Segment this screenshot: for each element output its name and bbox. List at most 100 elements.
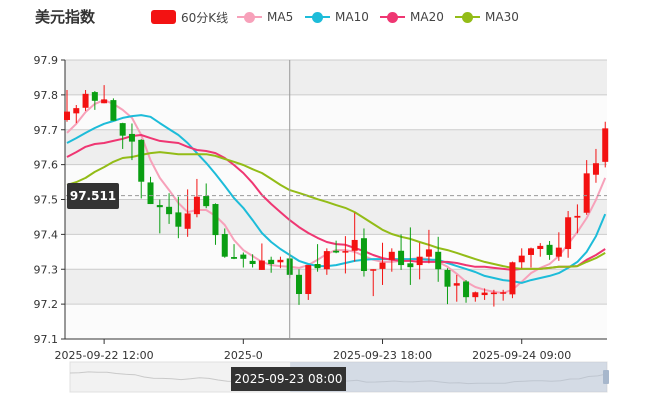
candle-body [268, 259, 275, 265]
candle-body [156, 205, 163, 208]
grid-band [65, 129, 607, 165]
candle-body [138, 139, 145, 182]
candle [305, 265, 312, 300]
legend-label: MA10 [335, 10, 369, 24]
candle-body [425, 249, 432, 257]
candle-body [203, 196, 210, 207]
candle-body [388, 251, 395, 260]
crosshair-price-label: 97.511 [67, 183, 119, 209]
y-tick-label: 97.3 [34, 263, 59, 276]
candle [490, 289, 497, 307]
datazoom-handle[interactable] [603, 370, 609, 384]
candle-body [528, 248, 534, 255]
x-tick-label: 2025-09-22 12:00 [55, 349, 154, 362]
candle [91, 91, 98, 110]
legend-label: MA30 [485, 10, 519, 24]
candle-body [333, 250, 340, 253]
candle-body [509, 262, 516, 295]
candle-body [472, 292, 479, 298]
candle-body [82, 93, 89, 108]
candle [388, 248, 395, 272]
legend-ma20[interactable]: MA20 [380, 9, 444, 25]
candle [555, 232, 562, 261]
candle-body [221, 234, 228, 257]
candle [351, 212, 358, 262]
legend-kline[interactable]: 60分K线 [151, 9, 228, 25]
candle-body [370, 269, 377, 271]
candle-body [416, 256, 423, 266]
y-tick-label: 97.7 [34, 124, 59, 137]
candle [500, 289, 507, 301]
candle [444, 268, 451, 305]
candle-body [555, 247, 562, 257]
y-tick-label: 97.2 [34, 298, 59, 311]
y-tick-label: 97.1 [34, 333, 59, 346]
x-tick-label: 2025-09-23 18:00 [333, 349, 432, 362]
candle-body [64, 111, 70, 120]
candle-body [500, 292, 507, 294]
candle-body [212, 204, 219, 236]
candle-body [249, 260, 256, 265]
candle [546, 241, 553, 260]
candle-body [481, 292, 488, 296]
candle [268, 256, 275, 273]
candle [296, 269, 302, 305]
candle-body [379, 262, 386, 269]
candle [249, 254, 256, 268]
ma-line-ma30 [66, 151, 606, 270]
ma-line-ma10 [66, 114, 607, 284]
candle [166, 193, 173, 224]
candle-body [463, 281, 470, 298]
candle [379, 242, 386, 285]
grid-band [65, 94, 607, 130]
legend-ma30[interactable]: MA30 [455, 9, 519, 25]
candle-body [546, 244, 553, 255]
candle-body [258, 260, 265, 270]
candle-body [166, 206, 173, 215]
x-tick-label: 2025-09-24 09:00 [472, 349, 571, 362]
x-tick-label: 2025-0 [224, 349, 263, 362]
legend-ma5[interactable]: MA5 [237, 9, 293, 25]
candle-body [305, 265, 312, 295]
candle [602, 121, 609, 168]
candle [509, 261, 516, 299]
candle [518, 248, 525, 269]
candle [258, 243, 265, 270]
candle [574, 204, 581, 234]
candle [472, 291, 479, 302]
candle [212, 203, 219, 245]
candle-body [574, 215, 581, 218]
candle [425, 229, 432, 264]
candle [64, 89, 70, 122]
candle [435, 236, 442, 282]
candle-body [407, 263, 414, 268]
candle-body [73, 108, 80, 114]
candle [231, 244, 238, 260]
candle [147, 176, 154, 205]
candle-body [351, 239, 358, 251]
candle [453, 274, 460, 302]
candle [101, 85, 108, 104]
legend-line-circle-icon [455, 10, 480, 24]
grid-band [65, 304, 607, 339]
candle-body [277, 259, 284, 263]
candle [314, 244, 321, 272]
legend-label: 60分K线 [181, 10, 229, 25]
candle [416, 242, 423, 280]
candle-body [175, 212, 182, 227]
candle [240, 252, 247, 268]
legend-ma10[interactable]: MA10 [305, 9, 369, 25]
candle-body [323, 251, 330, 270]
candle-body [453, 283, 460, 286]
candle-body [91, 92, 98, 101]
candle [277, 256, 284, 269]
candle-body [602, 128, 609, 162]
grid-band [65, 269, 607, 305]
candle-body [583, 173, 590, 213]
candle [110, 98, 117, 121]
candle-body [231, 257, 238, 259]
candle [221, 228, 228, 258]
candle [323, 248, 330, 275]
candle [407, 227, 414, 285]
legend-label: MA5 [267, 10, 294, 24]
